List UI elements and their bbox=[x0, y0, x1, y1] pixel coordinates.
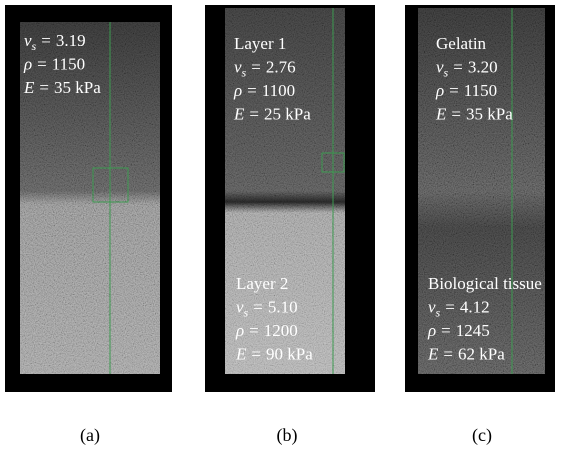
symbol: E bbox=[427, 345, 439, 364]
relation: = bbox=[249, 321, 259, 340]
panel-caption: (b) bbox=[277, 425, 298, 446]
region-label: Biological tissue bbox=[428, 274, 542, 293]
symbol: ρ bbox=[233, 81, 242, 100]
panel-caption: (c) bbox=[472, 425, 492, 446]
subscript: s bbox=[444, 66, 449, 80]
value: 90 kPa bbox=[266, 345, 313, 364]
symbol: ρ bbox=[235, 321, 244, 340]
relation: = bbox=[251, 345, 261, 364]
relation: = bbox=[247, 81, 257, 100]
value: 4.12 bbox=[460, 298, 490, 317]
relation: = bbox=[249, 105, 259, 124]
figure: (a)vs=3.19ρ=1150E=35 kPa(b)Layer 1vs=2.7… bbox=[0, 0, 572, 452]
value: 3.19 bbox=[56, 31, 86, 50]
region-label: Layer 2 bbox=[236, 274, 288, 293]
symbol: E bbox=[233, 105, 245, 124]
value: 3.20 bbox=[468, 58, 498, 77]
value: 2.76 bbox=[266, 58, 296, 77]
subscript: s bbox=[32, 39, 37, 53]
relation: = bbox=[41, 31, 51, 50]
value: 1200 bbox=[264, 321, 298, 340]
symbol: ρ bbox=[427, 321, 436, 340]
relation: = bbox=[449, 81, 459, 100]
value: 1150 bbox=[52, 55, 85, 74]
symbol: ρ bbox=[23, 55, 32, 74]
value: 1100 bbox=[262, 81, 295, 100]
relation: = bbox=[445, 298, 455, 317]
relation: = bbox=[37, 55, 47, 74]
panel-caption: (a) bbox=[80, 425, 100, 446]
relation: = bbox=[253, 298, 263, 317]
relation: = bbox=[443, 345, 453, 364]
subscript: s bbox=[244, 306, 249, 320]
symbol: E bbox=[235, 345, 247, 364]
subscript: s bbox=[436, 306, 441, 320]
region-label: Gelatin bbox=[436, 34, 487, 53]
relation: = bbox=[39, 78, 49, 97]
symbol: ρ bbox=[435, 81, 444, 100]
subscript: s bbox=[242, 66, 247, 80]
relation: = bbox=[441, 321, 451, 340]
relation: = bbox=[453, 58, 463, 77]
value: 1150 bbox=[464, 81, 497, 100]
value: 35 kPa bbox=[466, 105, 513, 124]
symbol: E bbox=[23, 78, 35, 97]
value: 25 kPa bbox=[264, 105, 311, 124]
value: 35 kPa bbox=[54, 78, 101, 97]
value: 1245 bbox=[456, 321, 490, 340]
value: 5.10 bbox=[268, 298, 298, 317]
relation: = bbox=[451, 105, 461, 124]
relation: = bbox=[251, 58, 261, 77]
region-label: Layer 1 bbox=[234, 34, 286, 53]
symbol: E bbox=[435, 105, 447, 124]
value: 62 kPa bbox=[458, 345, 505, 364]
